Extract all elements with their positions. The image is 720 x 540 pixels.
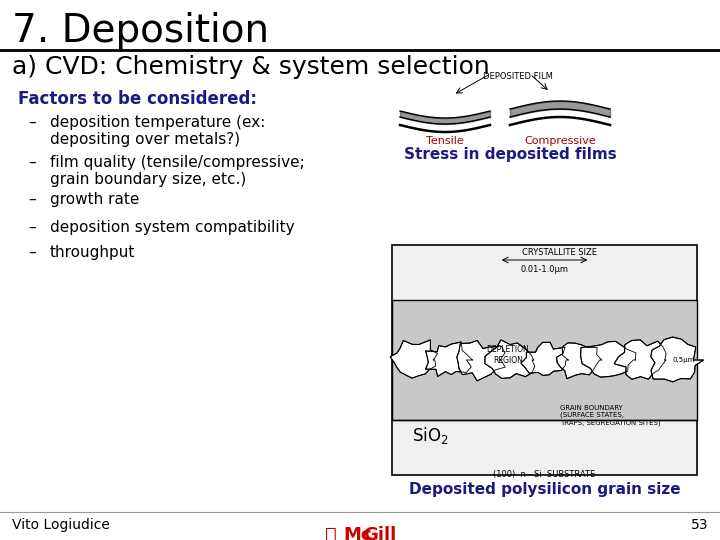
Text: DEPLETION
REGION: DEPLETION REGION <box>487 345 529 364</box>
Polygon shape <box>390 340 438 378</box>
Text: Tensile: Tensile <box>426 136 464 146</box>
Text: growth rate: growth rate <box>50 192 140 207</box>
Text: DEPOSITED FILM: DEPOSITED FILM <box>483 72 553 81</box>
Text: 0.01-1.0μm: 0.01-1.0μm <box>521 265 569 274</box>
Polygon shape <box>557 343 602 379</box>
Polygon shape <box>651 337 703 382</box>
Polygon shape <box>614 340 666 379</box>
Text: Mc: Mc <box>343 526 372 540</box>
Polygon shape <box>521 342 568 375</box>
Text: –: – <box>28 115 35 130</box>
Polygon shape <box>580 341 636 377</box>
Text: film quality (tensile/compressive;: film quality (tensile/compressive; <box>50 155 305 170</box>
Text: depositing over metals?): depositing over metals?) <box>50 132 240 147</box>
Text: Factors to be considered:: Factors to be considered: <box>18 90 257 108</box>
Text: ⯀: ⯀ <box>325 526 337 540</box>
Text: grain boundary size, etc.): grain boundary size, etc.) <box>50 172 246 187</box>
Bar <box>392 245 697 475</box>
Text: –: – <box>28 220 35 235</box>
Text: CRYSTALLITE SIZE: CRYSTALLITE SIZE <box>522 248 598 257</box>
Text: 7. Deposition: 7. Deposition <box>12 12 269 50</box>
Text: –: – <box>28 155 35 170</box>
Text: deposition temperature (ex:: deposition temperature (ex: <box>50 115 266 130</box>
Text: Stress in deposited films: Stress in deposited films <box>404 147 616 162</box>
Polygon shape <box>457 340 505 381</box>
Text: GRAIN BOUNDARY
(SURFACE STATES,
TRAPS, SEGREGATION SITES): GRAIN BOUNDARY (SURFACE STATES, TRAPS, S… <box>559 405 660 426</box>
Text: Vito Logiudice: Vito Logiudice <box>12 518 110 532</box>
Polygon shape <box>485 340 535 379</box>
Text: 53: 53 <box>690 518 708 532</box>
Polygon shape <box>426 342 472 376</box>
Text: throughput: throughput <box>50 245 135 260</box>
Text: SiO$_2$: SiO$_2$ <box>412 425 449 446</box>
Text: Compressive: Compressive <box>524 136 596 146</box>
Text: 0.5μm: 0.5μm <box>672 357 695 363</box>
Text: deposition system compatibility: deposition system compatibility <box>50 220 294 235</box>
Text: a) CVD: Chemistry & system selection: a) CVD: Chemistry & system selection <box>12 55 490 79</box>
Text: Gill: Gill <box>363 526 396 540</box>
Text: Deposited polysilicon grain size: Deposited polysilicon grain size <box>409 482 680 497</box>
Bar <box>392 300 697 420</box>
Text: –: – <box>28 192 35 207</box>
Text: (100)  n - Si  SUBSTRATE: (100) n - Si SUBSTRATE <box>493 470 595 479</box>
Text: –: – <box>28 245 35 260</box>
